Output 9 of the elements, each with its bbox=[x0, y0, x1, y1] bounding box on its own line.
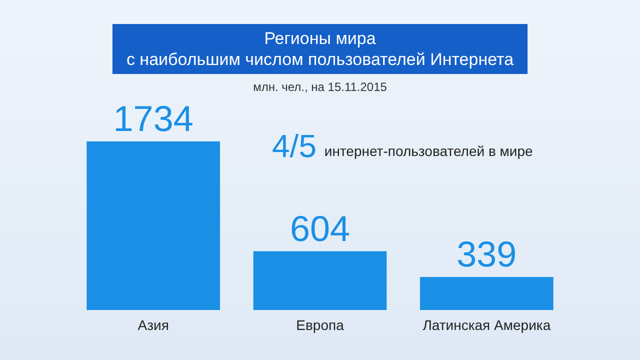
data-label: 1734 bbox=[113, 98, 194, 139]
data-label: 339 bbox=[456, 234, 517, 275]
x-tick-label: Азия bbox=[138, 317, 169, 333]
x-tick-label: Латинская Америка bbox=[422, 317, 551, 333]
data-label: 604 bbox=[290, 208, 350, 249]
chart-subtitle: млн. чел., на 15.11.2015 bbox=[253, 80, 388, 94]
chart-title: Регионы мира с наибольшим числом пользователей Интернета bbox=[126, 29, 514, 69]
annotation: 4/5 интернет-пользователей в мире bbox=[272, 128, 534, 164]
x-tick-label: Европа bbox=[296, 317, 344, 333]
